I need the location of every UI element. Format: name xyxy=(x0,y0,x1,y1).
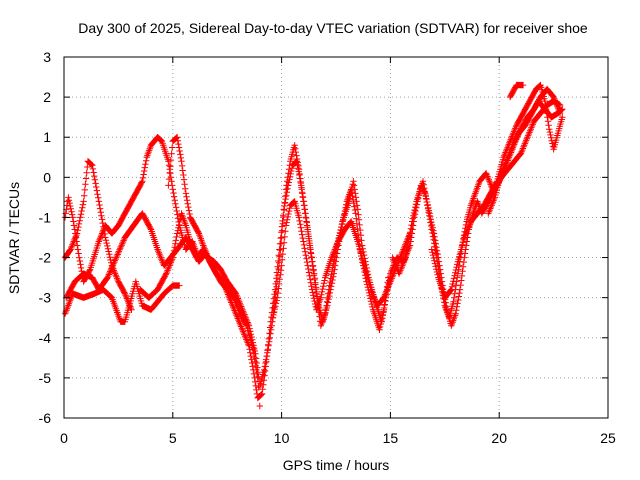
satellite-track-10 xyxy=(485,85,564,217)
y-tick-label: -1 xyxy=(39,209,52,225)
satellite-track-9 xyxy=(506,81,527,101)
x-tick-label: 20 xyxy=(491,430,507,446)
x-tick-label: 25 xyxy=(600,430,616,446)
chart-title: Day 300 of 2025, Sidereal Day-to-day VTE… xyxy=(78,20,588,36)
x-tick-label: 15 xyxy=(383,430,399,446)
y-tick-label: 2 xyxy=(43,89,51,105)
data-points xyxy=(61,81,566,410)
x-tick-label: 5 xyxy=(169,430,177,446)
satellite-track-8 xyxy=(428,81,566,301)
y-axis-label: SDTVAR / TECUs xyxy=(6,182,22,294)
x-axis-label: GPS time / hours xyxy=(283,457,390,473)
plus-markers xyxy=(428,81,566,301)
y-tick-label: 3 xyxy=(43,49,51,65)
x-tick-label: 10 xyxy=(274,430,290,446)
plus-markers xyxy=(137,198,414,390)
satellite-track-4 xyxy=(137,198,414,390)
y-tick-label: -2 xyxy=(39,250,52,266)
plus-markers xyxy=(485,85,564,217)
plus-markers xyxy=(506,81,527,101)
y-tick-label: 1 xyxy=(43,129,51,145)
plus-markers xyxy=(61,278,183,325)
x-tick-label: 0 xyxy=(60,430,68,446)
y-tick-label: 0 xyxy=(43,169,51,185)
y-tick-label: -3 xyxy=(39,290,52,306)
y-tick-label: -5 xyxy=(39,370,52,386)
y-tick-label: -4 xyxy=(39,330,52,346)
plot-frame xyxy=(63,56,609,419)
y-tick-label: -6 xyxy=(39,410,52,426)
satellite-track-0 xyxy=(61,278,183,325)
axis-ticks: 0 5 10 15 20 25 -6 -5 -4 -3 -2 -1 0 1 2 3 xyxy=(39,49,616,446)
